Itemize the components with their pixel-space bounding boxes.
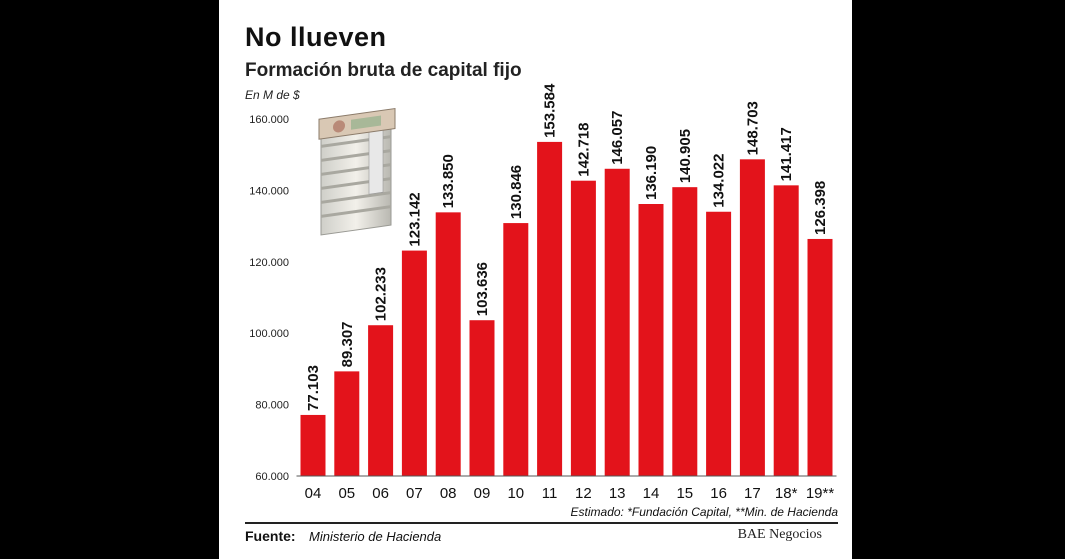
chart-card: No llueven Formación bruta de capital fi… — [219, 0, 852, 559]
unit-label: En M de $ — [245, 88, 300, 102]
bar-value-label: 77.103 — [305, 365, 322, 411]
footer-divider — [245, 522, 838, 524]
bar-value-label: 134.022 — [711, 154, 728, 208]
source-value: Ministerio de Hacienda — [309, 529, 442, 544]
bar — [334, 371, 360, 476]
bar-value-label: 146.057 — [609, 111, 626, 165]
x-tick-label: 18* — [775, 485, 798, 502]
source-label: Fuente: — [245, 528, 296, 544]
bar-value-label: 141.417 — [778, 127, 795, 181]
bar — [807, 238, 833, 476]
bar — [773, 185, 799, 476]
x-tick-label: 04 — [305, 485, 322, 502]
bar — [604, 168, 630, 477]
y-tick-label: 80.000 — [255, 400, 289, 412]
x-tick-label: 14 — [643, 485, 660, 502]
x-tick-label: 05 — [338, 485, 355, 502]
estimado-note: Estimado: *Fundación Capital, **Min. de … — [570, 505, 838, 519]
bar — [435, 212, 461, 476]
bar-value-label: 140.905 — [677, 129, 694, 183]
bar — [503, 223, 529, 476]
bar — [672, 187, 698, 477]
y-tick-label: 160.000 — [249, 114, 289, 126]
bar — [638, 204, 664, 476]
bar — [300, 414, 326, 476]
x-tick-label: 15 — [676, 485, 693, 502]
bar-value-label: 89.307 — [339, 321, 356, 367]
y-tick-label: 60.000 — [255, 471, 289, 483]
bar-value-label: 142.718 — [575, 122, 592, 176]
chart-subtitle: Formación bruta de capital fijo — [245, 60, 522, 81]
x-tick-label: 17 — [744, 485, 761, 502]
x-tick-label: 16 — [710, 485, 727, 502]
bar-value-label: 136.190 — [643, 146, 660, 200]
x-tick-label: 11 — [542, 485, 558, 502]
bar — [706, 211, 732, 476]
bar-value-label: 102.233 — [373, 267, 390, 321]
bar-value-label: 133.850 — [440, 154, 457, 208]
x-tick-label: 12 — [575, 485, 592, 502]
bar — [368, 325, 394, 476]
bar-value-label: 153.584 — [542, 83, 559, 138]
y-tick-label: 100.000 — [249, 328, 289, 340]
bar — [537, 141, 563, 476]
chart-title: No llueven — [245, 22, 387, 52]
x-tick-label: 08 — [440, 485, 457, 502]
bar-value-label: 126.398 — [812, 181, 829, 235]
bar-chart: 60.000 80.000 100.000 120.000 140.000 160.000… — [249, 83, 837, 502]
bar-value-label: 130.846 — [508, 165, 525, 219]
x-tick-label: 06 — [372, 485, 389, 502]
bar-value-label: 103.636 — [474, 262, 491, 316]
x-tick-label: 13 — [609, 485, 626, 502]
x-tick-label: 10 — [507, 485, 524, 502]
bar-value-label: 148.703 — [744, 101, 761, 155]
bar — [570, 180, 596, 476]
bar — [469, 320, 495, 476]
bar — [401, 250, 427, 476]
x-tick-label: 07 — [406, 485, 423, 502]
x-tick-label: 09 — [474, 485, 491, 502]
publisher-credit: BAE Negocios — [737, 527, 822, 542]
y-tick-label: 120.000 — [249, 257, 289, 269]
x-tick-label: 19** — [806, 485, 835, 502]
y-tick-label: 140.000 — [249, 185, 289, 197]
bar-value-label: 123.142 — [406, 192, 423, 246]
bar — [739, 159, 765, 476]
money-stack-icon — [318, 107, 396, 236]
